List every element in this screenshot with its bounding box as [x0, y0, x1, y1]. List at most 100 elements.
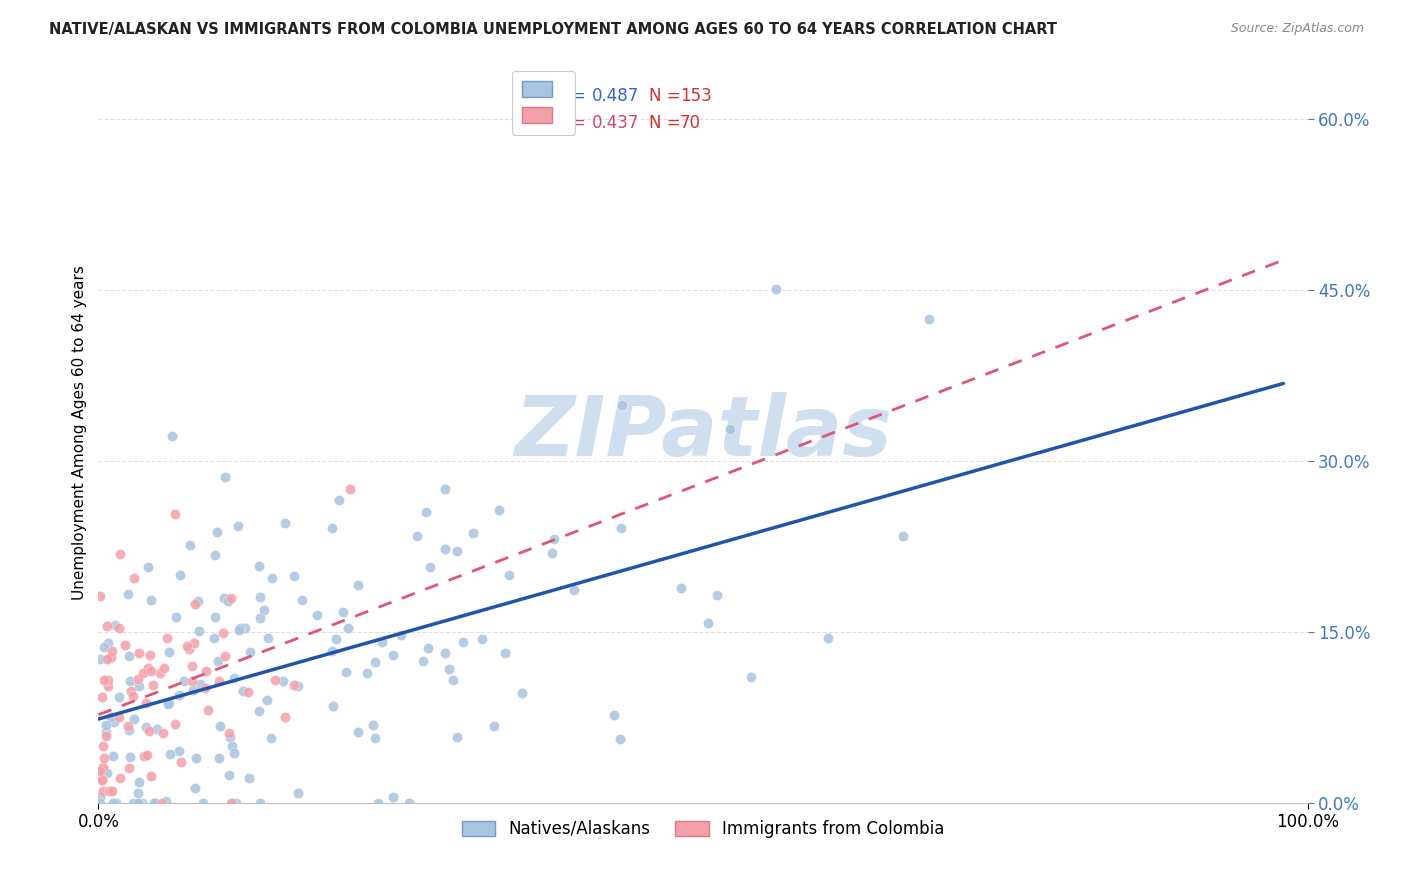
Point: [471, 632, 494, 646]
Point: [197, 703, 219, 717]
Point: [98, 651, 121, 665]
Point: [562, 583, 585, 598]
Point: [446, 730, 468, 744]
Point: [188, 677, 211, 691]
Point: [389, 628, 412, 642]
Point: [463, 526, 485, 541]
Point: [169, 568, 191, 582]
Point: [97, 635, 120, 649]
Point: [93, 750, 115, 764]
Point: [494, 646, 516, 660]
Point: [211, 626, 233, 640]
Point: [90, 772, 112, 787]
Point: [256, 693, 278, 707]
Point: [232, 683, 254, 698]
Point: [142, 678, 165, 692]
Point: [188, 624, 211, 638]
Point: [765, 282, 787, 296]
Point: [108, 690, 131, 704]
Point: [107, 710, 129, 724]
Point: [273, 516, 295, 530]
Point: [135, 721, 157, 735]
Point: [337, 621, 360, 635]
Point: [136, 560, 159, 574]
Point: [191, 796, 214, 810]
Point: [367, 796, 389, 810]
Point: [364, 731, 387, 745]
Point: [322, 699, 344, 714]
Point: [451, 635, 474, 649]
Point: [120, 683, 142, 698]
Point: [228, 621, 250, 635]
Point: [446, 544, 468, 558]
Point: [194, 681, 217, 695]
Point: [180, 659, 202, 673]
Point: [152, 726, 174, 740]
Point: [221, 739, 243, 753]
Point: [222, 747, 245, 761]
Point: [207, 654, 229, 668]
Point: [218, 768, 240, 782]
Point: [283, 569, 305, 583]
Point: [91, 772, 114, 786]
Point: [104, 618, 127, 632]
Point: [103, 715, 125, 730]
Point: [412, 654, 434, 668]
Point: [162, 429, 184, 443]
Point: [434, 646, 457, 660]
Point: [118, 761, 141, 775]
Point: [176, 640, 198, 654]
Point: [101, 644, 124, 658]
Point: [609, 731, 631, 746]
Point: [183, 781, 205, 796]
Point: [247, 705, 270, 719]
Point: [891, 529, 914, 543]
Point: [433, 541, 456, 556]
Point: [139, 664, 162, 678]
Point: [195, 664, 218, 678]
Point: [233, 621, 256, 635]
Point: [122, 689, 145, 703]
Point: [416, 640, 439, 655]
Point: [434, 482, 457, 496]
Text: 153: 153: [681, 87, 711, 104]
Point: [253, 603, 276, 617]
Text: NATIVE/ALASKAN VS IMMIGRANTS FROM COLOMBIA UNEMPLOYMENT AMONG AGES 60 TO 64 YEAR: NATIVE/ALASKAN VS IMMIGRANTS FROM COLOMB…: [49, 22, 1057, 37]
Point: [204, 610, 226, 624]
Point: [118, 648, 141, 663]
Point: [406, 529, 429, 543]
Point: [100, 710, 122, 724]
Point: [181, 674, 204, 689]
Point: [541, 546, 564, 560]
Point: [142, 796, 165, 810]
Point: [239, 645, 262, 659]
Point: [139, 593, 162, 607]
Point: [415, 505, 437, 519]
Point: [307, 607, 329, 622]
Point: [381, 790, 404, 805]
Text: R =: R =: [555, 114, 592, 132]
Point: [159, 747, 181, 762]
Point: [97, 784, 120, 798]
Point: [96, 651, 118, 665]
Point: [90, 690, 112, 704]
Point: [89, 789, 111, 804]
Point: [118, 723, 141, 737]
Point: [136, 748, 159, 763]
Point: [346, 578, 368, 592]
Point: [135, 696, 157, 710]
Text: ZIPatlas: ZIPatlas: [515, 392, 891, 473]
Point: [122, 796, 145, 810]
Point: [128, 679, 150, 693]
Point: [260, 731, 283, 746]
Y-axis label: Unemployment Among Ages 60 to 64 years: Unemployment Among Ages 60 to 64 years: [72, 265, 87, 600]
Point: [740, 670, 762, 684]
Text: N =: N =: [648, 114, 686, 132]
Point: [131, 796, 153, 810]
Point: [262, 570, 284, 584]
Point: [543, 532, 565, 546]
Point: [117, 587, 139, 601]
Text: 0.437: 0.437: [592, 114, 640, 132]
Point: [90, 762, 112, 776]
Point: [91, 739, 114, 754]
